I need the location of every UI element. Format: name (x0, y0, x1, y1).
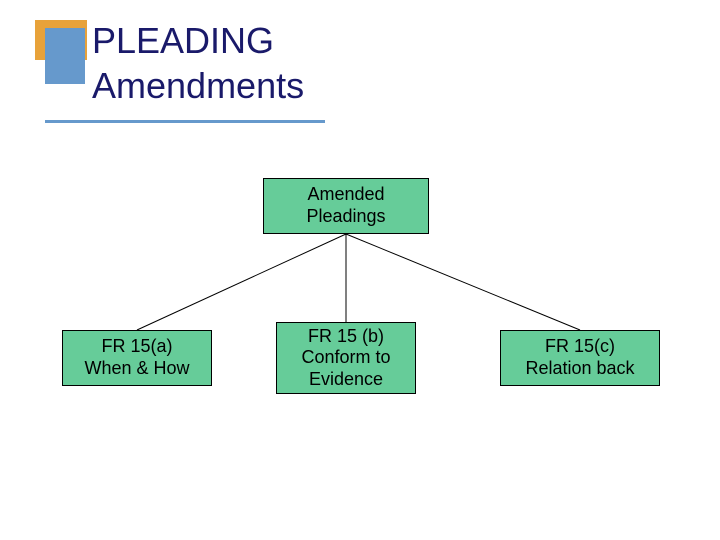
tree-node-label: FR 15 (b)Conform toEvidence (301, 326, 390, 391)
tree-node-b: FR 15 (b)Conform toEvidence (276, 322, 416, 394)
tree-edge (346, 234, 580, 330)
tree-node-label: FR 15(c)Relation back (525, 336, 634, 379)
tree-node-c: FR 15(c)Relation back (500, 330, 660, 386)
title-line-2: Amendments (92, 63, 304, 108)
title-decor-inner (45, 28, 85, 84)
tree-node-label: AmendedPleadings (306, 184, 385, 227)
page-title: PLEADING Amendments (92, 18, 304, 108)
title-underline (45, 120, 325, 123)
tree-node-label: FR 15(a)When & How (84, 336, 189, 379)
tree-node-root: AmendedPleadings (263, 178, 429, 234)
tree-edge (137, 234, 346, 330)
title-line-1: PLEADING (92, 18, 304, 63)
tree-node-a: FR 15(a)When & How (62, 330, 212, 386)
